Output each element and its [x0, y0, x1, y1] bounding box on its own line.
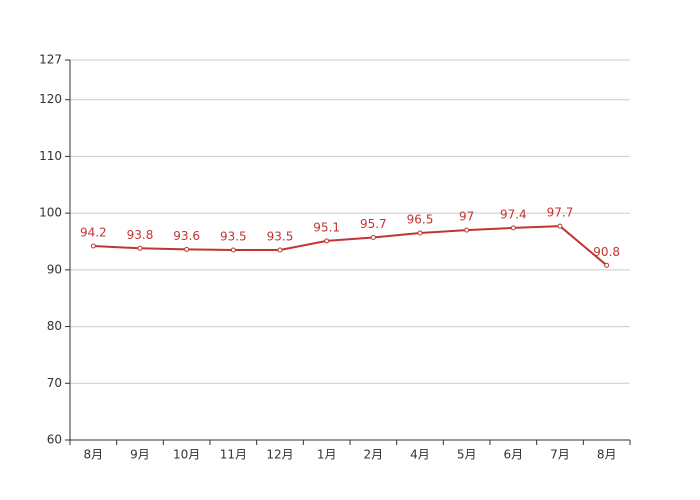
value-label: 96.5: [407, 212, 434, 226]
value-label: 95.7: [360, 217, 387, 231]
point: [604, 262, 610, 268]
x-tick-label: 12月: [266, 448, 293, 462]
value-label: 95.1: [313, 220, 340, 234]
value-label: 93.5: [220, 230, 247, 244]
point: [137, 245, 143, 251]
x-tick-label: 1月: [317, 448, 337, 462]
y-tick-label: 80: [47, 319, 62, 333]
x-tick-label: 8月: [597, 448, 617, 462]
x-tick-label: 8月: [84, 448, 104, 462]
point: [277, 247, 283, 253]
y-tick-label: 70: [47, 376, 62, 390]
x-tick-label: 6月: [504, 448, 524, 462]
y-tick-label: 110: [39, 149, 62, 163]
x-tick-label: 4月: [410, 448, 430, 462]
y-tick-label: 60: [47, 433, 62, 447]
y-tick-label: 100: [39, 206, 62, 220]
point: [184, 246, 190, 252]
x-tick-label: 9月: [130, 448, 150, 462]
value-label: 90.8: [593, 245, 620, 259]
value-label: 93.6: [173, 229, 200, 243]
x-tick-label: 2月: [364, 448, 384, 462]
y-tick-label: 90: [47, 262, 62, 276]
y-tick-label: 120: [39, 92, 62, 106]
point: [324, 238, 330, 244]
point: [510, 225, 516, 231]
point: [417, 230, 423, 236]
point: [557, 223, 563, 229]
line: [93, 225, 608, 267]
x-tick-label: 5月: [457, 448, 477, 462]
x-tick-label: 7月: [550, 448, 570, 462]
point: [90, 243, 96, 249]
value-label: 97: [459, 210, 474, 224]
y-tick-label: 127: [39, 53, 62, 67]
value-label: 97.4: [500, 207, 527, 221]
value-label: 93.8: [127, 228, 154, 242]
value-label: 97.7: [547, 206, 574, 220]
point: [370, 235, 376, 241]
value-label: 93.5: [267, 230, 294, 244]
point: [230, 247, 236, 253]
point: [464, 227, 470, 233]
value-label: 94.2: [80, 226, 107, 240]
x-tick-label: 11月: [220, 448, 247, 462]
x-tick-label: 10月: [173, 448, 200, 462]
